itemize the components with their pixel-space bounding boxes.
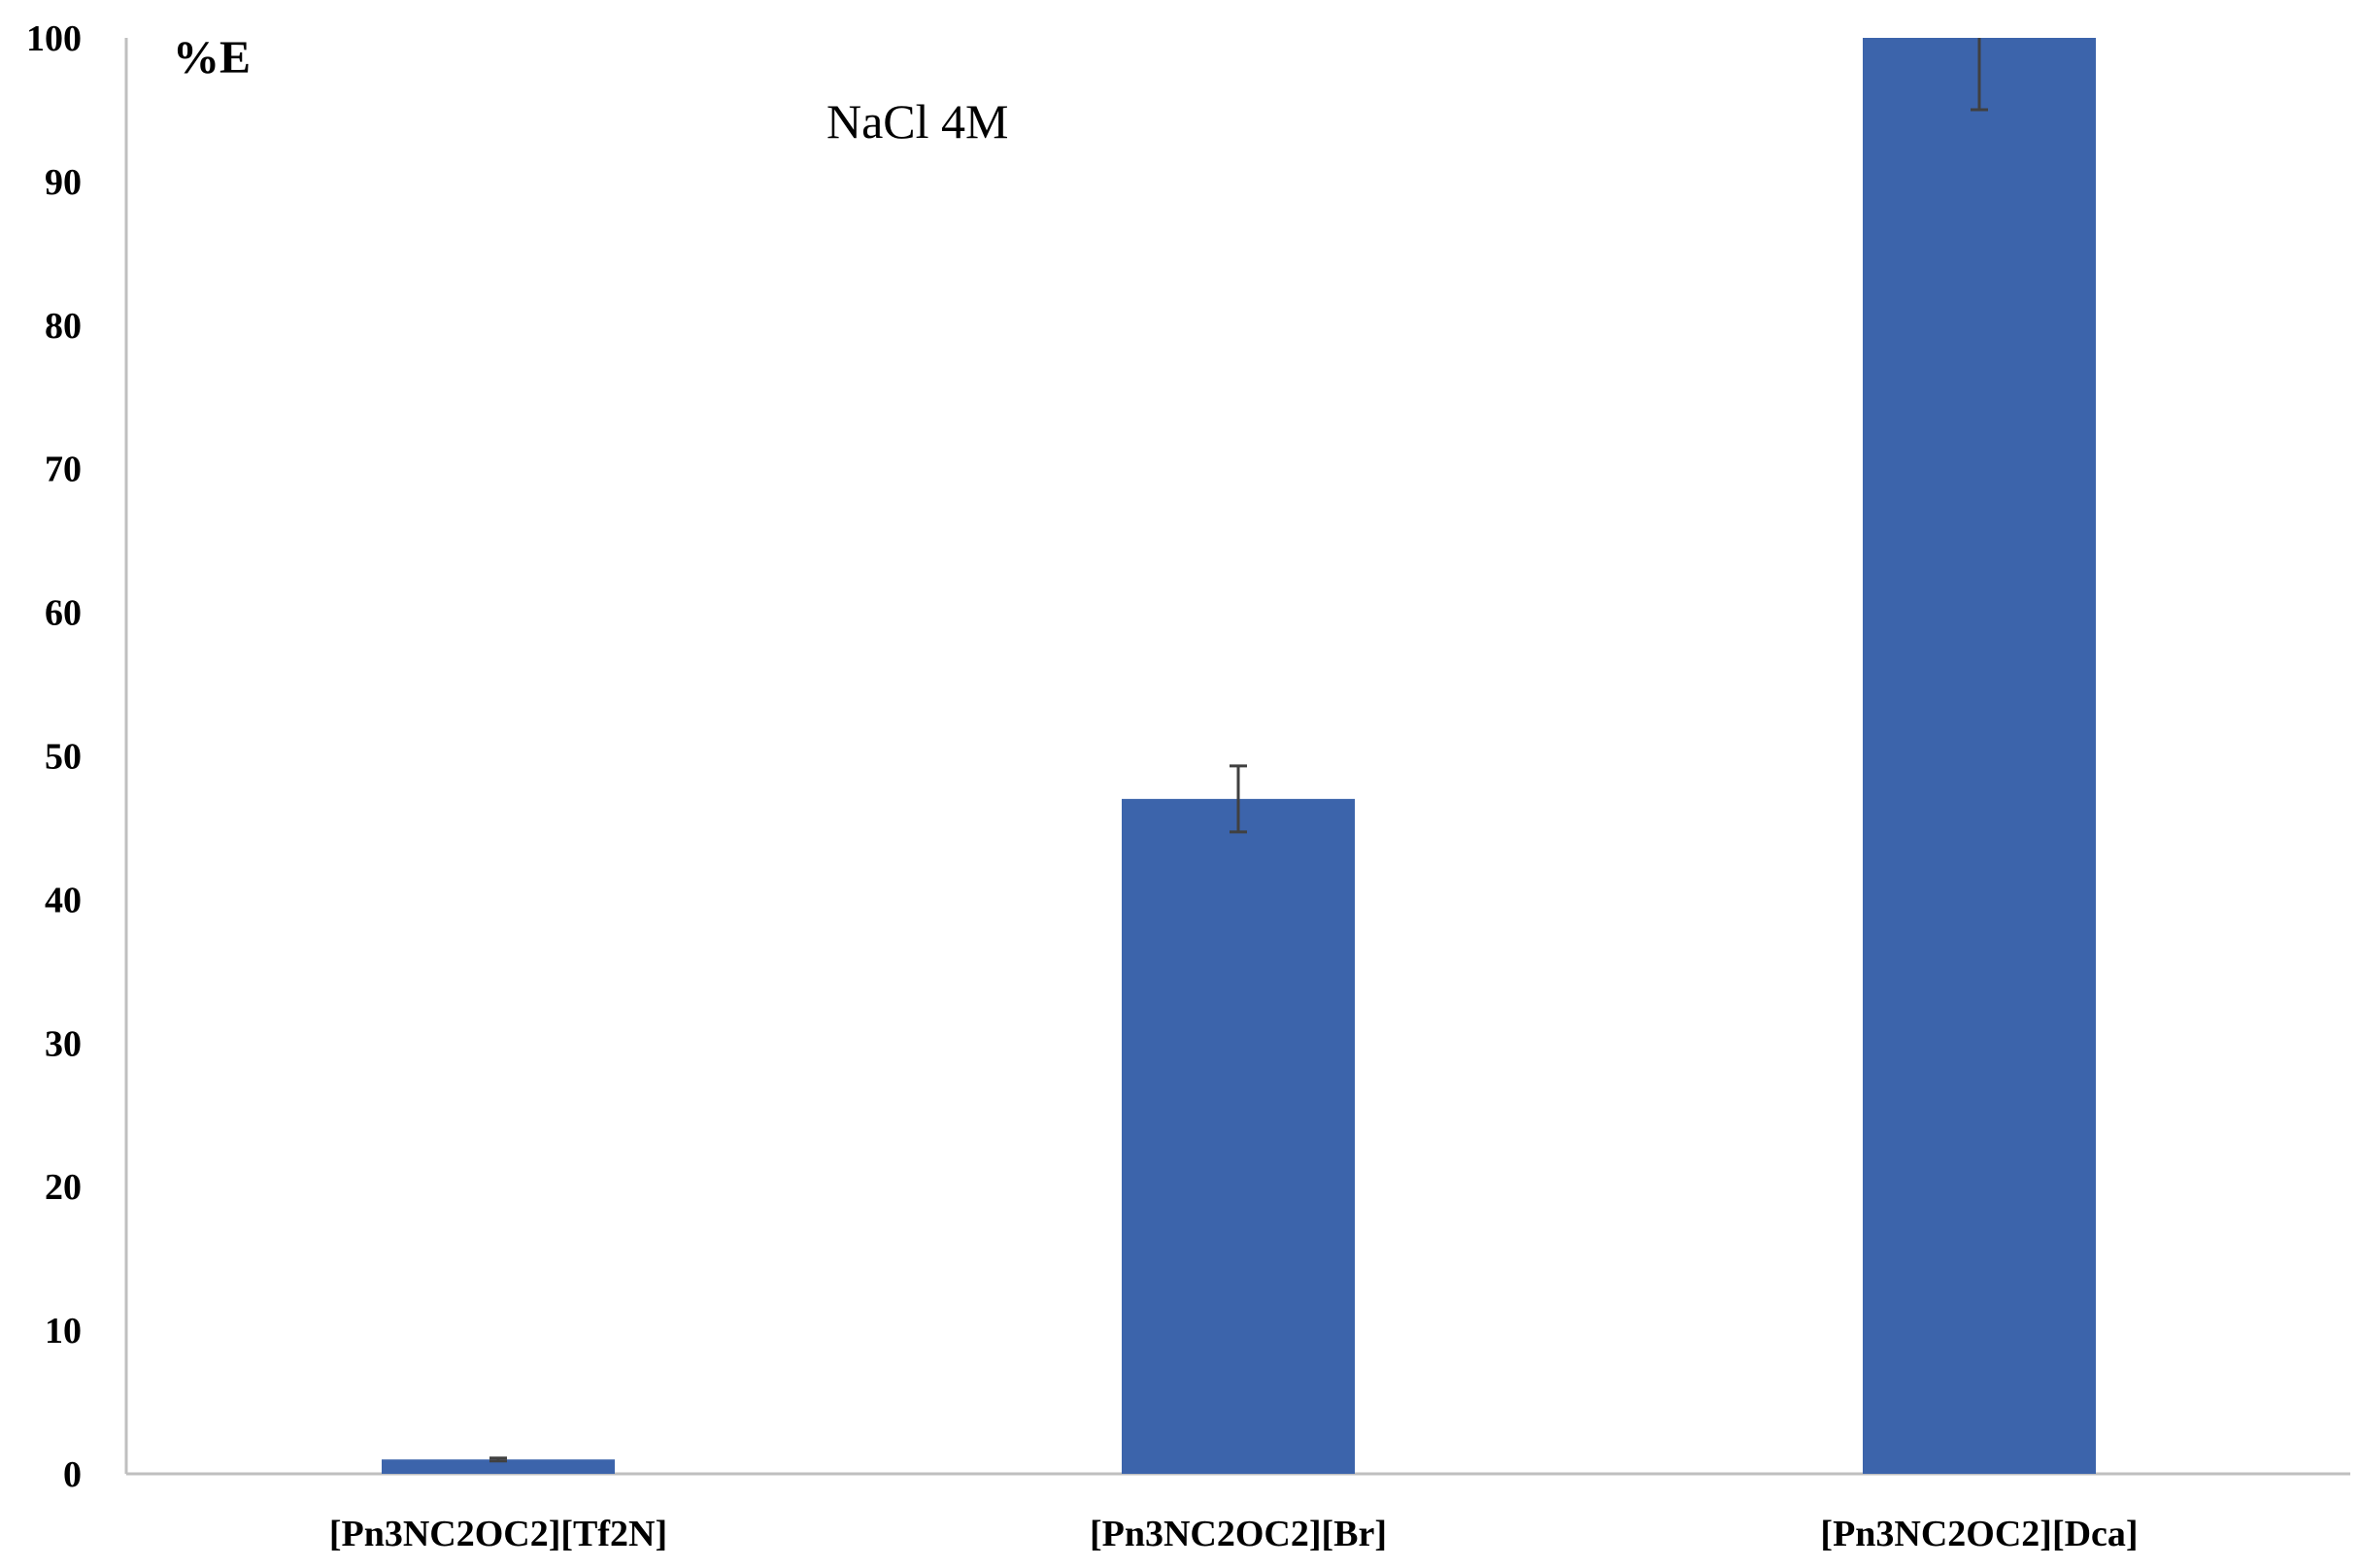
bars	[382, 38, 2096, 1474]
y-tick-label: 30	[45, 1023, 82, 1064]
y-tick-label: 80	[45, 306, 82, 347]
y-tick-label: 20	[45, 1167, 82, 1208]
x-tick-label: [Pn3NC2OC2][Dca]	[1820, 1514, 2138, 1554]
y-tick-label: 10	[45, 1311, 82, 1351]
y-tick-label: 90	[45, 162, 82, 203]
y-tick-label: 100	[26, 18, 82, 59]
x-tick-label: [Pn3NC2OC2][Tf2N]	[329, 1514, 667, 1554]
error-bars	[489, 38, 1988, 1463]
y-tick-label: 70	[45, 450, 82, 490]
bar	[1122, 798, 1355, 1474]
y-tick-label: 0	[63, 1454, 82, 1495]
bar	[1863, 38, 2096, 1474]
y-tick-label: 50	[45, 737, 82, 778]
bar	[382, 1459, 615, 1474]
y-tick-label: 60	[45, 593, 82, 634]
y-tick-label: 40	[45, 880, 82, 920]
labels: 0 10 20 30 40 50 60 70 80 90 100 [Pn3NC2OC2][Tf2N] […	[26, 18, 2139, 1554]
x-tick-label: [Pn3NC2OC2][Br]	[1090, 1514, 1387, 1554]
chart-annotation: NaCl 4M	[826, 94, 1009, 149]
y-axis-label: %E	[173, 32, 251, 83]
